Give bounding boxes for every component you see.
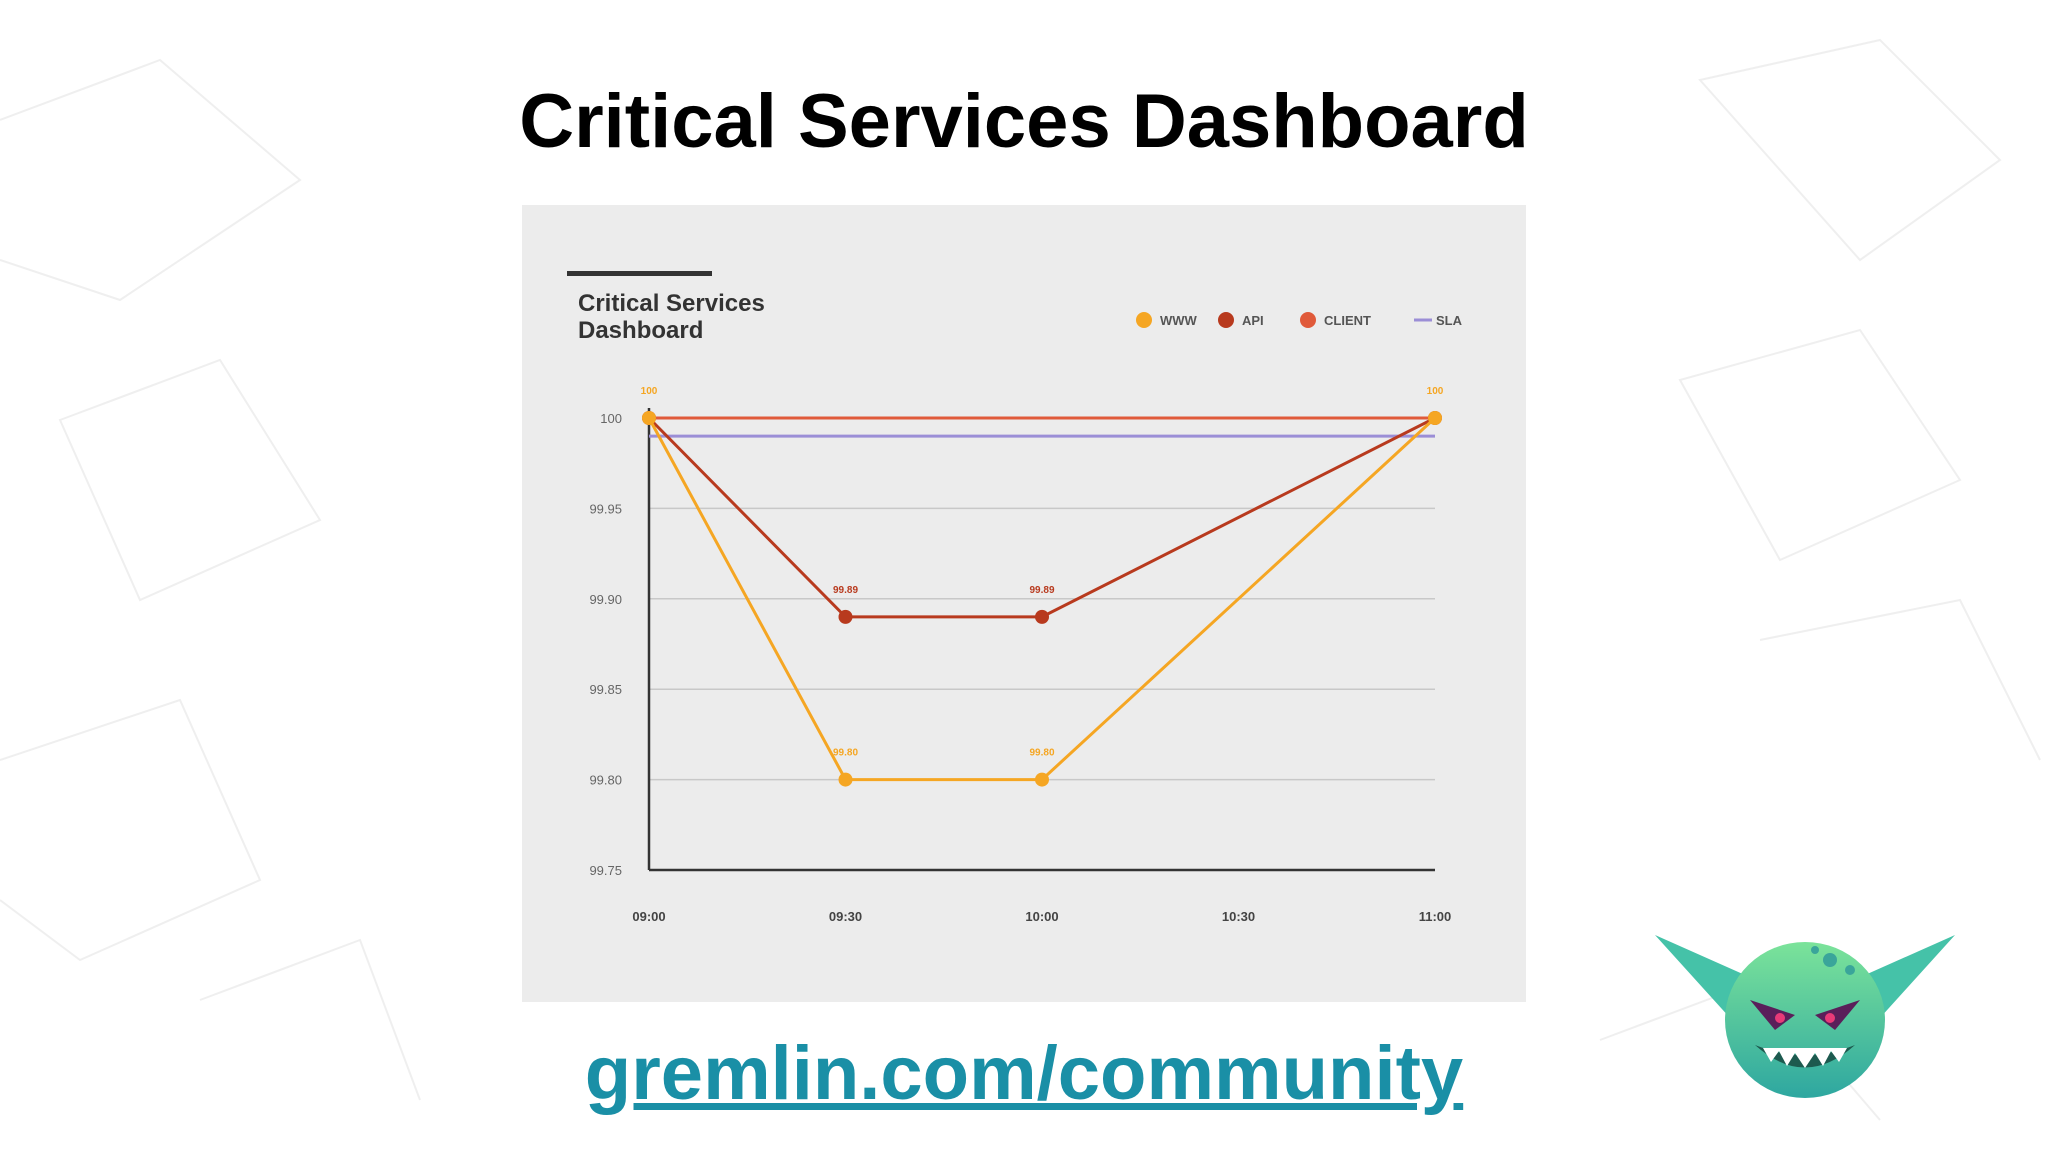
x-tick-label: 11:00 — [1419, 909, 1452, 924]
y-tick-label: 99.90 — [589, 592, 622, 607]
chart-panel: Critical Services Dashboard WWW API CLIENT… — [522, 205, 1526, 1002]
legend-swatch — [1218, 312, 1234, 328]
x-tick-label: 10:30 — [1222, 909, 1255, 924]
series-line-www — [647, 416, 1437, 782]
line-chart: Critical Services Dashboard WWW API CLIENT… — [567, 271, 1463, 924]
data-point — [642, 411, 656, 425]
legend-label: SLA — [1436, 313, 1463, 328]
legend-swatch — [1300, 312, 1316, 328]
chart-grid — [649, 507, 1435, 781]
legend-swatch — [1136, 312, 1152, 328]
x-tick-label: 09:00 — [632, 909, 665, 924]
x-tick-label: 09:30 — [829, 909, 862, 924]
y-tick-label: 99.85 — [589, 682, 622, 697]
chart-title-line2: Dashboard — [578, 317, 703, 344]
data-point — [838, 609, 853, 624]
data-point — [1035, 772, 1049, 787]
data-label: 99.80 — [833, 748, 858, 759]
data-label: 100 — [1427, 386, 1444, 397]
y-tick-label: 100 — [600, 411, 622, 426]
community-link[interactable]: gremlin.com/community — [584, 1031, 1464, 1116]
series-line-api — [647, 416, 1436, 619]
data-label: 100 — [641, 386, 658, 397]
data-label: 99.80 — [1029, 748, 1054, 759]
y-tick-label: 99.75 — [589, 863, 622, 878]
data-label: 99.89 — [833, 585, 858, 596]
chart-title-line1: Critical Services — [578, 290, 765, 317]
chart-legend: WWW API CLIENT SLA — [1136, 312, 1463, 328]
chart-axes: 100 99.95 99.90 99.85 99.80 99.75 09:00 09:30 10… — [589, 408, 1451, 924]
slide-title: Critical Services Dashboard — [519, 79, 1529, 164]
chart-series: 99.89 99.89 100 99.80 99.80 100 — [641, 386, 1444, 787]
legend-label: API — [1242, 313, 1264, 328]
legend-label: WWW — [1160, 313, 1198, 328]
data-point — [1428, 411, 1442, 425]
title-accent-bar — [567, 271, 712, 276]
legend-label: CLIENT — [1324, 313, 1371, 328]
x-tick-label: 10:00 — [1025, 909, 1058, 924]
y-tick-label: 99.80 — [589, 773, 622, 788]
data-point — [838, 772, 853, 787]
gremlin-mascot-icon — [1655, 935, 1955, 1098]
data-point — [1035, 609, 1049, 624]
y-tick-label: 99.95 — [589, 501, 622, 516]
data-label: 99.89 — [1029, 585, 1054, 596]
